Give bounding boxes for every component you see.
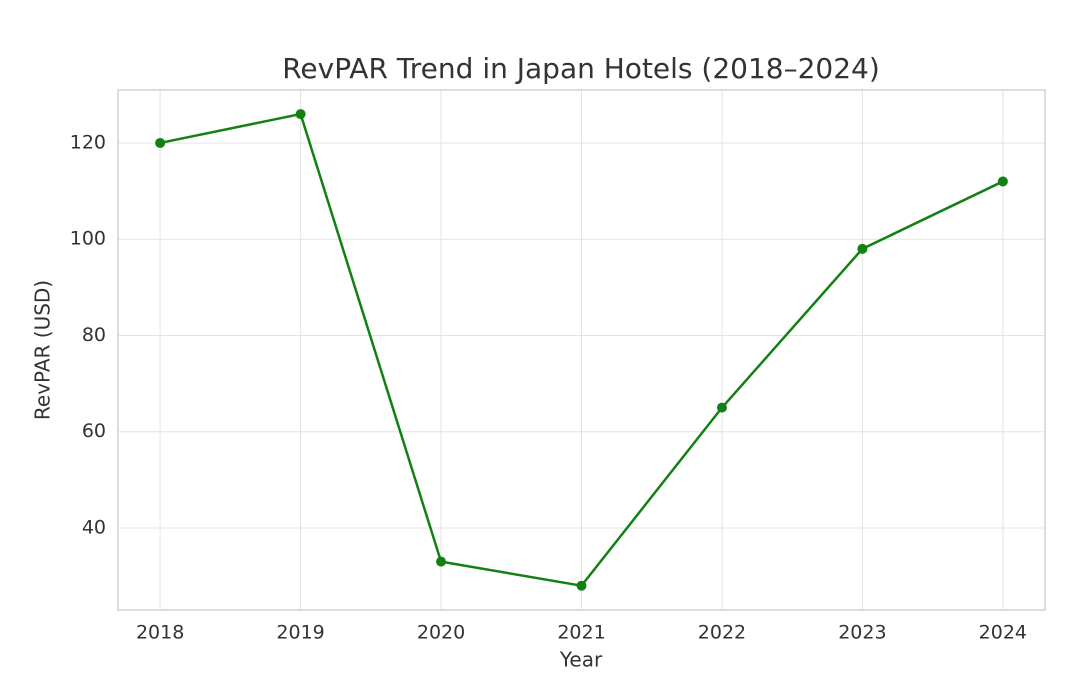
x-tick-label: 2023 — [838, 622, 886, 644]
y-axis-label: RevPAR (USD) — [31, 280, 55, 420]
x-axis-label: Year — [559, 648, 603, 672]
point — [716, 402, 727, 413]
point — [576, 580, 587, 591]
x-tick-label: 2018 — [136, 622, 184, 644]
x-tick-label: 2021 — [557, 622, 605, 644]
point — [857, 243, 868, 254]
y-tick-label: 60 — [82, 420, 106, 442]
y-tick-label: 120 — [70, 131, 106, 153]
chart-title: RevPAR Trend in Japan Hotels (2018–2024) — [282, 52, 880, 85]
y-tick-label: 100 — [70, 228, 106, 250]
x-tick-label: 2019 — [276, 622, 324, 644]
plot-frame — [117, 89, 1046, 611]
point — [155, 137, 166, 148]
y-tick-label: 80 — [82, 324, 106, 346]
x-tick-label: 2024 — [979, 622, 1027, 644]
x-tick-label: 2020 — [417, 622, 465, 644]
y-tick-label: 40 — [82, 516, 106, 538]
x-tick-label: 2022 — [698, 622, 746, 644]
point — [295, 109, 306, 120]
point — [436, 556, 447, 567]
point — [997, 176, 1008, 187]
